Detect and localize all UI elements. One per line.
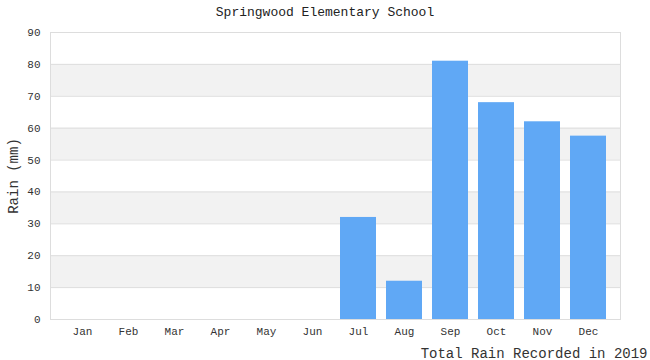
svg-text:Feb: Feb — [119, 326, 139, 338]
svg-text:90: 90 — [27, 27, 40, 39]
svg-text:80: 80 — [27, 59, 40, 71]
svg-text:0: 0 — [34, 314, 41, 326]
svg-text:Nov: Nov — [533, 326, 553, 338]
svg-text:Jul: Jul — [349, 326, 369, 338]
svg-text:Mar: Mar — [165, 326, 185, 338]
svg-text:Apr: Apr — [211, 326, 231, 338]
svg-text:Rain (mm): Rain (mm) — [6, 138, 22, 214]
svg-text:Jan: Jan — [73, 326, 93, 338]
svg-text:Sep: Sep — [441, 326, 461, 338]
svg-text:70: 70 — [27, 91, 40, 103]
svg-text:Jun: Jun — [303, 326, 323, 338]
svg-text:50: 50 — [27, 155, 40, 167]
svg-text:Oct: Oct — [487, 326, 507, 338]
svg-text:Aug: Aug — [395, 326, 415, 338]
svg-text:60: 60 — [27, 123, 40, 135]
svg-text:30: 30 — [27, 218, 40, 230]
svg-text:40: 40 — [27, 186, 40, 198]
svg-text:Total Rain Recorded in 2019: Total Rain Recorded in 2019 — [421, 346, 648, 360]
svg-text:10: 10 — [27, 282, 40, 294]
svg-text:Dec: Dec — [579, 326, 599, 338]
svg-text:20: 20 — [27, 250, 40, 262]
html-text:Springwood Elementary School: Springwood Elementary School — [215, 5, 435, 20]
svg-text:May: May — [257, 326, 277, 338]
